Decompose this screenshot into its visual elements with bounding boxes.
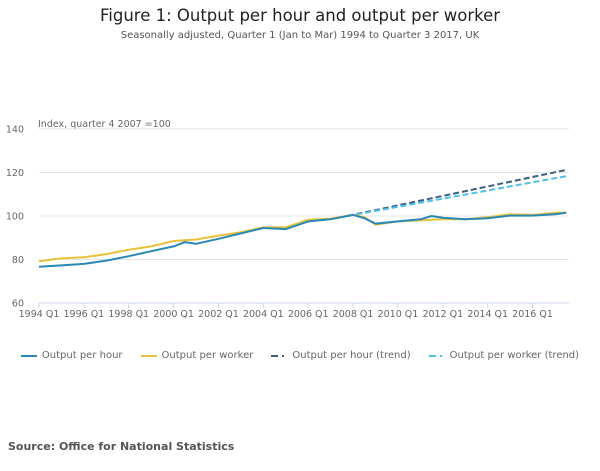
legend-item[interactable]: Output per hour (trend) [271,350,411,361]
legend-label: Output per worker (trend) [449,350,580,361]
x-tick-label: 1994 Q1 [19,309,60,320]
x-tick-label: 2012 Q1 [422,309,463,320]
legend-label: Output per hour (trend) [292,350,411,361]
legend-item[interactable]: Output per worker (trend) [428,350,580,361]
legend-label: Output per worker [161,350,254,361]
x-tick-label: 2010 Q1 [378,309,419,320]
chart-subtitle: Seasonally adjusted, Quarter 1 (Jan to M… [120,30,480,41]
legend-item[interactable]: Output per worker [140,350,254,361]
legend-item[interactable]: Output per hour [20,350,123,361]
source-note: Source: Office for National Statistics [8,440,235,453]
legend-swatch [271,354,288,357]
x-tick-label: 2014 Q1 [467,309,508,320]
x-tick-label: 1998 Q1 [108,309,149,320]
legend-swatch [140,354,157,357]
x-tick-label: 2006 Q1 [288,309,329,320]
y-tick-label: 140 [6,125,24,136]
y-tick-label: 60 [12,299,24,310]
legend-label: Output per hour [41,350,123,361]
legend-swatch [20,354,37,357]
series-line-output-per-worker [38,211,567,263]
x-tick-label: 2002 Q1 [198,309,239,320]
x-tick-label: 2004 Q1 [243,309,284,320]
line-chart: Index, quarter 4 2007 =100 60 80 100 120 140… [6,119,569,320]
x-tick-label: 2008 Q1 [333,309,374,320]
series-line-output-per-worker-trend [347,175,567,217]
chart-title: Figure 1: Output per hour and output per… [99,6,501,25]
y-tick-label: 80 [12,255,24,266]
x-tick-label: 2000 Q1 [153,309,194,320]
y-tick-label: 120 [6,168,24,179]
x-tick-label: 1996 Q1 [64,309,105,320]
y-axis-label: Index, quarter 4 2007 =100 [38,119,171,130]
y-tick-label: 100 [6,212,24,223]
x-tick-label: 2016 Q1 [512,309,553,320]
legend: Output per hour Output per worker Output p… [0,350,600,361]
legend-swatch [428,354,445,357]
series-line-output-per-hour [38,211,567,268]
series-line-output-per-hour-trend [347,168,567,217]
